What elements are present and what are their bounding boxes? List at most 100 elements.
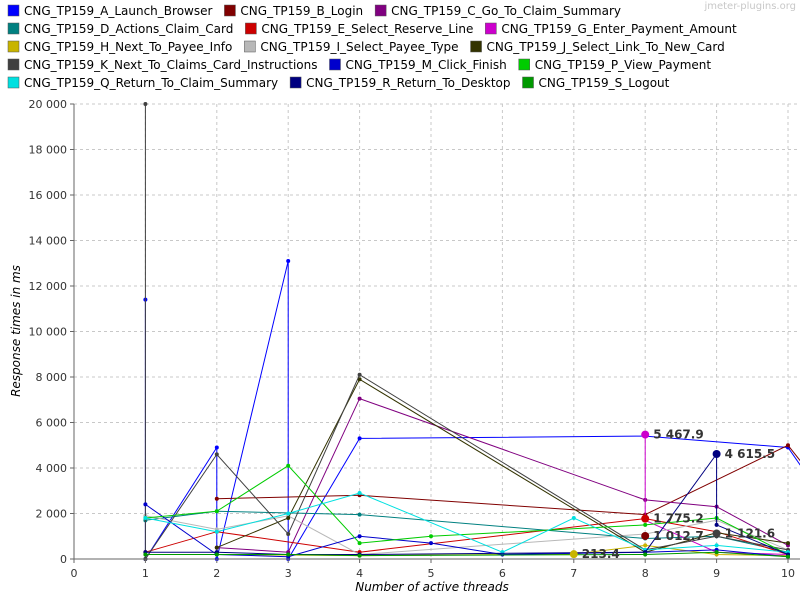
data-point [429,541,433,546]
data-point [286,463,291,468]
callout-marker [641,531,650,540]
x-tick-label: 3 [285,567,292,580]
legend-label: CNG_TP159_A_Launch_Browser [24,4,212,18]
data-point [143,502,148,507]
callout-marker [712,449,721,458]
y-tick-label: 2 000 [36,508,68,521]
callout-label: 1 012.7 [653,529,703,543]
tick-labels: 0 2 000 4 000 6 000 8 000 10 000 12 000 14 000 1… [29,98,796,580]
data-point [643,552,648,557]
legend-label: CNG_TP159_G_Enter_Payment_Amount [501,22,737,36]
legend-label: CNG_TP159_E_Select_Reserve_Line [261,22,473,36]
legend-label: CNG_TP159_J_Select_Link_To_New_Card [487,40,725,54]
data-point [357,534,362,539]
legend-label: CNG_TP159_B_Login [240,4,363,18]
callout-label: 1 775.2 [653,512,703,526]
series-path [145,452,789,555]
data-point [286,552,291,557]
data-point [143,552,148,557]
callout-label: 4 615.5 [725,447,775,461]
x-tick-label: 6 [499,567,506,580]
data-point [643,543,648,548]
series-path [145,518,789,555]
legend: CNG_TP159_A_Launch_Browser CNG_TP159_B_Lo… [7,4,737,90]
data-point [786,554,790,559]
data-point [357,512,362,517]
legend-swatch [374,4,387,17]
x-tick-label: 5 [428,567,435,580]
callout-marker [712,529,721,538]
callout-marker [641,514,650,523]
callout-marker [569,550,578,559]
y-tick-label: 20 000 [29,98,68,111]
legend-swatch [522,76,534,89]
data-point [214,552,219,557]
data-point [214,509,219,514]
data-point [286,516,291,521]
data-point [357,372,362,377]
x-tick-label: 2 [213,567,220,580]
y-tick-label: 14 000 [29,235,68,248]
data-point [286,258,291,263]
series-line [143,550,790,559]
annotations: 5 467.9 1 775.2 1 012.7 213.4 4 615.5 1 121.6 [569,428,775,561]
y-tick-label: 10 000 [29,326,68,339]
legend-swatch [7,76,20,89]
series-path [216,378,789,553]
x-tick-label: 1 [142,567,149,580]
data-point [286,511,291,516]
legend-swatch [245,22,257,35]
callout-label: 213.4 [582,547,620,561]
data-point [714,550,719,555]
legend-swatch [470,40,482,53]
legend-swatch [518,58,530,71]
data-point [714,522,719,527]
legend-label: CNG_TP159_Q_Return_To_Claim_Summary [24,76,278,90]
data-point [143,102,148,106]
callout-label: 1 121.6 [725,526,775,540]
data-point [786,541,790,546]
series-path [216,397,789,553]
legend-swatch [7,40,20,53]
series-path [144,104,789,561]
legend-label: CNG_TP159_M_Click_Finish [345,58,506,72]
data-point [357,396,362,401]
series-path [144,260,800,561]
x-tick-label: 0 [71,567,78,580]
legend-label: CNG_TP159_I_Select_Payee_Type [260,40,458,54]
y-tick-label: 4 000 [36,462,68,475]
y-tick-label: 12 000 [29,280,68,293]
watermark: jmeter-plugins.org [703,1,796,12]
legend-label: CNG_TP159_K_Next_To_Claims_Card_Instruct… [24,58,317,72]
legend-swatch [7,4,20,17]
x-tick-label: 10 [781,567,795,580]
data-point [357,491,362,496]
x-axis-title: Number of active threads [355,580,509,594]
data-point [429,534,433,539]
data-point [214,452,219,457]
x-tick-label: 4 [356,567,363,580]
series-path [145,465,789,555]
data-point [357,377,362,382]
data-point [357,436,362,441]
legend-swatch [7,58,20,71]
legend-swatch [289,76,302,89]
legend-label: CNG_TP159_R_Return_To_Desktop [306,76,510,90]
legend-swatch [244,40,256,53]
y-tick-label: 6 000 [36,417,68,430]
legend-swatch [224,4,236,17]
data-point [214,545,219,550]
y-tick-label: 16 000 [29,189,68,202]
data-point [357,541,362,546]
legend-label: CNG_TP159_H_Next_To_Payee_Info [24,40,232,54]
callout-marker [641,430,650,439]
data-point [643,522,648,527]
callout-label: 5 467.9 [653,428,703,442]
data-point [214,529,219,534]
y-tick-label: 18 000 [29,144,68,157]
y-axis-title: Response times in ms [9,265,23,397]
data-point [214,496,219,501]
legend-swatch [485,22,497,35]
